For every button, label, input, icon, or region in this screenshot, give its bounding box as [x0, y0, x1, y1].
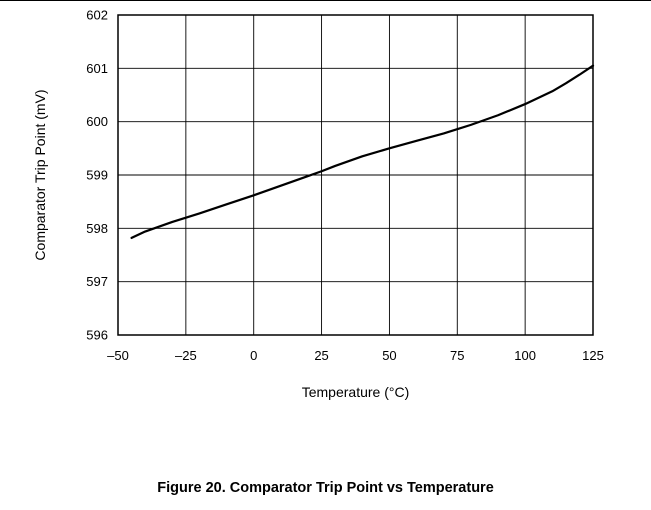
y-tick-label: 600 [86, 114, 108, 129]
series-line [130, 64, 595, 240]
x-tick-label: 100 [514, 348, 536, 363]
x-tick-label: 0 [250, 348, 257, 363]
y-tick-label: 598 [86, 221, 108, 236]
x-tick-labels: –50 –25 0 25 50 75 100 125 [107, 348, 604, 363]
plot-frame [117, 14, 594, 336]
x-tick-label: 75 [450, 348, 464, 363]
y-tick-labels: 596 597 598 599 600 601 602 [86, 8, 108, 343]
x-tick-label: 25 [314, 348, 328, 363]
grid-lines [118, 15, 593, 335]
y-tick-label: 597 [86, 274, 108, 289]
x-tick-label: 50 [382, 348, 396, 363]
y-tick-label: 601 [86, 61, 108, 76]
y-tick-label: 596 [86, 328, 108, 343]
y-tick-label: 599 [86, 168, 108, 183]
x-tick-label: –25 [175, 348, 197, 363]
x-axis-label: Temperature (°C) [302, 384, 410, 400]
y-tick-label: 602 [86, 8, 108, 23]
y-axis-label: Comparator Trip Point (mV) [32, 89, 48, 260]
x-tick-label: 125 [582, 348, 604, 363]
line-chart: –50 –25 0 25 50 75 100 125 596 597 598 599 600 601 60… [32, 8, 604, 401]
figure-caption: Figure 20. Comparator Trip Point vs Temp… [157, 480, 494, 496]
x-tick-label: –50 [107, 348, 129, 363]
top-rule [0, 0, 651, 1]
